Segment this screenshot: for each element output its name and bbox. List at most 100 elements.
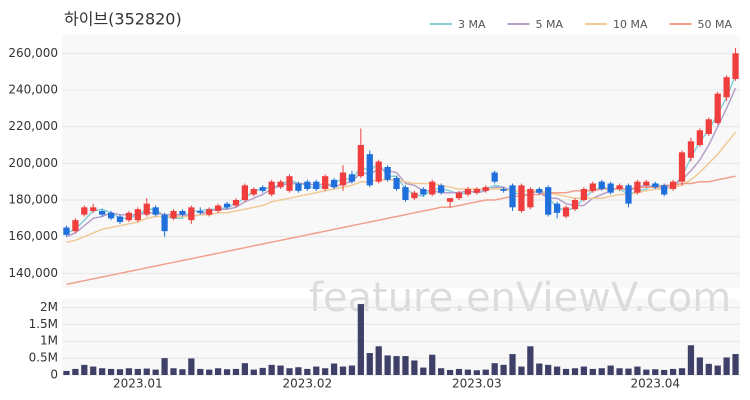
volume-bar [732,354,739,375]
volume-bar [607,365,614,375]
candle-body [643,181,650,186]
candle-body [375,161,382,182]
candle-body [214,205,222,211]
volume-bar [571,368,579,375]
volume-bar [482,369,489,375]
candle-body [527,189,534,208]
y-tick-label: 0.5M [29,351,58,365]
candle-body [429,181,436,195]
volume-bar [116,369,124,375]
candle-body [313,181,320,189]
volume-bar [330,363,338,375]
volume-bar [473,370,480,375]
legend-label: 50 MA [698,18,733,31]
candle-body [562,207,570,217]
x-tick-label: 2023.03 [452,377,502,391]
candle-body [687,141,695,158]
candle-body [420,189,427,195]
candle-body [99,211,106,215]
price-panel [62,35,740,288]
volume-bar [152,369,159,375]
candle-body [72,220,79,232]
ma-line [66,131,737,243]
volume-bar [339,366,347,375]
volume-bar [491,363,498,375]
candle-body [277,181,284,188]
candle-body [545,187,552,215]
volume-bar [411,360,418,375]
candle-body [500,189,507,191]
candle-body [90,207,97,211]
volume-bar [295,367,302,375]
volume-bar [259,367,266,375]
y-tick-label: 2M [40,300,58,314]
volume-bar [286,368,293,375]
candle-body [669,181,677,189]
volume-bar [580,366,588,375]
candle-body [304,181,311,189]
volume-bar [402,356,409,375]
candle-body [223,203,231,208]
volume-bar [562,368,570,375]
volume-bar [81,364,88,375]
candle-body [357,145,364,177]
volume-bar [357,304,364,375]
volume-bar [134,368,141,375]
volume-bar [107,368,115,375]
volume-bar [161,358,168,375]
candle-body [107,212,115,219]
candle-body [732,53,739,79]
candle-body [705,119,712,134]
volume-bar [536,363,543,375]
chart-title: 하이브(352820) [64,10,182,29]
volume-bar [268,364,275,375]
candle-body [125,212,133,221]
volume-bar [72,368,79,375]
volume-bar [678,368,686,375]
candle-body [509,185,516,208]
volume-bar [643,369,650,375]
volume-bar [214,368,222,375]
volume-bar [384,355,391,375]
candle-body [464,189,472,195]
volume-bar [598,368,605,375]
candle-body [81,207,88,215]
candle-body [491,172,498,182]
volume-bar [304,368,311,375]
candle-body [259,187,266,191]
y-tick-label: 0 [50,368,58,382]
volume-bar [652,369,659,375]
volume-bar [63,370,70,375]
legend-label: 10 MA [613,18,648,31]
volume-bar [366,353,373,375]
candle-body [536,189,543,193]
candle-body [384,167,391,180]
candle-body [393,178,400,189]
volume-bar [438,368,445,375]
volume-bar [375,346,382,375]
x-tick-label: 2023.04 [630,377,680,391]
candle-body [134,209,141,221]
volume-bar [197,368,204,375]
candle-body [116,216,124,222]
candle-body [553,203,561,213]
candle-body [197,211,204,213]
candle-body [63,227,70,235]
volume-bar [553,366,561,375]
candle-body [366,154,373,186]
watermark: feature.enViewV.com [309,275,731,321]
candle-body [723,77,730,98]
candle-body [322,176,329,189]
y-tick-label: 260,000 [8,46,58,60]
y-tick-label: 1M [40,334,58,348]
volume-bar [455,368,463,375]
legend-label: 5 MA [536,18,564,31]
ma-line [66,175,736,286]
volume-bar [509,354,516,375]
candle-body [625,185,632,204]
candle-body [161,214,168,232]
candle-body [411,192,418,199]
candle-body [402,187,409,200]
volume-bar [420,367,427,375]
volume-bar [661,369,668,375]
